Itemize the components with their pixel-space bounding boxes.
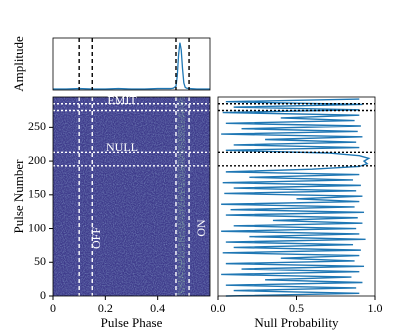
state-annotation: EMIT <box>107 93 137 107</box>
x-tick-label: 0 <box>50 301 56 315</box>
x-axis-label: Null Probability <box>254 315 339 330</box>
state-annotation: NULL <box>106 140 138 154</box>
x-tick-label: 0.5 <box>289 301 304 315</box>
x-tick-label: 1.0 <box>368 301 383 315</box>
y-tick-label: 150 <box>28 187 46 201</box>
y-tick-label: 50 <box>34 254 46 268</box>
heatmap-noise <box>53 97 210 296</box>
x-tick-label: 0.0 <box>211 301 226 315</box>
on-pulse-emission <box>177 97 185 296</box>
profile-line <box>53 42 210 90</box>
y-tick-label: 100 <box>28 220 46 234</box>
x-tick-label: 0.2 <box>98 301 113 315</box>
x-axis-label: Pulse Phase <box>101 315 163 330</box>
plot-frame <box>52 96 211 297</box>
state-annotation: ON <box>194 219 208 237</box>
y-axis-label: Pulse Number <box>11 159 26 234</box>
y-tick-label: 200 <box>28 153 46 167</box>
y-tick-label: 0 <box>40 288 46 302</box>
y-axis-label: Amplitude <box>11 36 26 92</box>
x-tick-label: 0.4 <box>150 301 165 315</box>
plot-frame <box>52 37 211 91</box>
state-annotation: OFF <box>89 227 103 249</box>
null-probability-line <box>221 98 371 297</box>
y-tick-label: 250 <box>28 119 46 133</box>
